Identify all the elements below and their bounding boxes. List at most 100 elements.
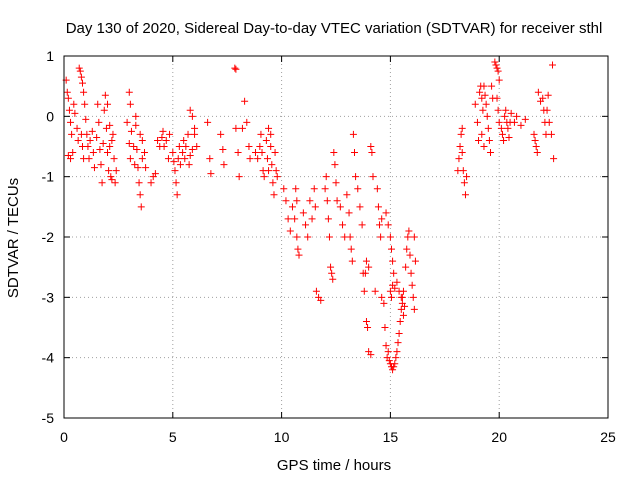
- data-point: [65, 106, 73, 114]
- data-point: [78, 143, 86, 150]
- data-point: [545, 118, 553, 126]
- x-tick-label: 5: [169, 429, 177, 445]
- data-point: [293, 233, 301, 241]
- x-tick-label: 20: [491, 429, 507, 445]
- data-point: [158, 133, 166, 141]
- y-tick-label: -4: [42, 350, 55, 366]
- data-point: [475, 136, 483, 144]
- data-point: [455, 155, 463, 163]
- data-point: [81, 100, 89, 108]
- data-point: [89, 149, 97, 157]
- data-point: [507, 109, 515, 117]
- data-point: [270, 191, 278, 199]
- data-point: [378, 215, 386, 223]
- data-point: [96, 146, 104, 154]
- y-axis-title: SDTVAR / TECUs: [5, 178, 22, 298]
- data-point: [284, 215, 292, 223]
- data-point: [292, 185, 300, 193]
- x-tick-label: 15: [383, 429, 399, 445]
- data-point: [367, 351, 375, 359]
- data-point: [265, 124, 273, 132]
- data-point: [241, 97, 249, 105]
- data-point: [179, 149, 187, 157]
- data-point: [99, 139, 107, 147]
- data-point: [368, 149, 376, 157]
- data-point: [321, 185, 329, 193]
- data-point: [362, 257, 370, 265]
- data-point: [80, 155, 88, 163]
- data-point: [260, 173, 268, 181]
- data-point: [486, 149, 494, 157]
- data-point: [112, 167, 120, 175]
- data-point: [394, 339, 402, 347]
- data-point: [109, 130, 117, 138]
- data-point: [395, 287, 403, 295]
- data-point: [325, 233, 333, 241]
- data-point: [73, 124, 81, 132]
- data-point: [186, 106, 194, 114]
- data-point: [219, 146, 227, 154]
- data-point: [132, 121, 140, 129]
- axis-ticks: [63, 55, 609, 419]
- data-point: [106, 121, 114, 129]
- data-point: [74, 136, 82, 144]
- data-point: [510, 118, 518, 126]
- data-point: [282, 197, 290, 205]
- data-point: [517, 121, 525, 129]
- data-point: [151, 170, 159, 178]
- data-point: [348, 257, 356, 265]
- y-tick-label: -3: [42, 289, 55, 305]
- data-point: [312, 287, 320, 295]
- data-point: [332, 179, 340, 187]
- data-point: [549, 61, 557, 69]
- data-point: [376, 221, 384, 229]
- data-point: [461, 191, 469, 199]
- data-point: [387, 293, 395, 301]
- data-point: [382, 209, 390, 217]
- data-points: [62, 58, 558, 374]
- data-point: [310, 185, 318, 193]
- data-point: [93, 133, 101, 141]
- data-point: [405, 227, 413, 235]
- data-point: [220, 161, 228, 169]
- data-point: [64, 152, 72, 160]
- data-point: [135, 179, 143, 187]
- data-point: [495, 76, 503, 84]
- data-point: [397, 305, 405, 313]
- data-point: [133, 146, 141, 154]
- data-point: [329, 275, 337, 283]
- data-point: [476, 88, 484, 96]
- data-point: [299, 209, 307, 217]
- data-point: [463, 173, 471, 181]
- data-point: [352, 173, 360, 181]
- x-tick-label: 0: [60, 429, 68, 445]
- data-point: [231, 64, 239, 72]
- data-point: [67, 118, 75, 126]
- y-tick-label: -2: [42, 229, 55, 245]
- data-point: [367, 143, 375, 150]
- data-point: [330, 149, 338, 157]
- data-point: [206, 155, 214, 163]
- data-point: [360, 287, 368, 295]
- data-point: [492, 61, 500, 69]
- chart-title: Day 130 of 2020, Sidereal Day-to-day VTE…: [66, 20, 603, 37]
- data-point: [354, 185, 362, 193]
- data-point: [391, 284, 399, 292]
- data-point: [304, 233, 312, 241]
- data-point: [107, 173, 115, 181]
- data-point: [491, 58, 499, 66]
- data-point: [306, 197, 314, 205]
- data-point: [82, 115, 90, 123]
- data-point: [243, 118, 251, 126]
- data-point: [71, 109, 79, 117]
- data-point: [399, 311, 407, 319]
- data-point: [392, 354, 400, 362]
- data-point: [408, 281, 416, 289]
- data-point: [488, 82, 496, 90]
- y-tick-label: -1: [42, 169, 55, 185]
- data-point: [308, 215, 316, 223]
- data-point: [172, 179, 180, 187]
- data-point: [64, 94, 72, 102]
- data-point: [336, 203, 344, 211]
- data-point: [173, 191, 181, 199]
